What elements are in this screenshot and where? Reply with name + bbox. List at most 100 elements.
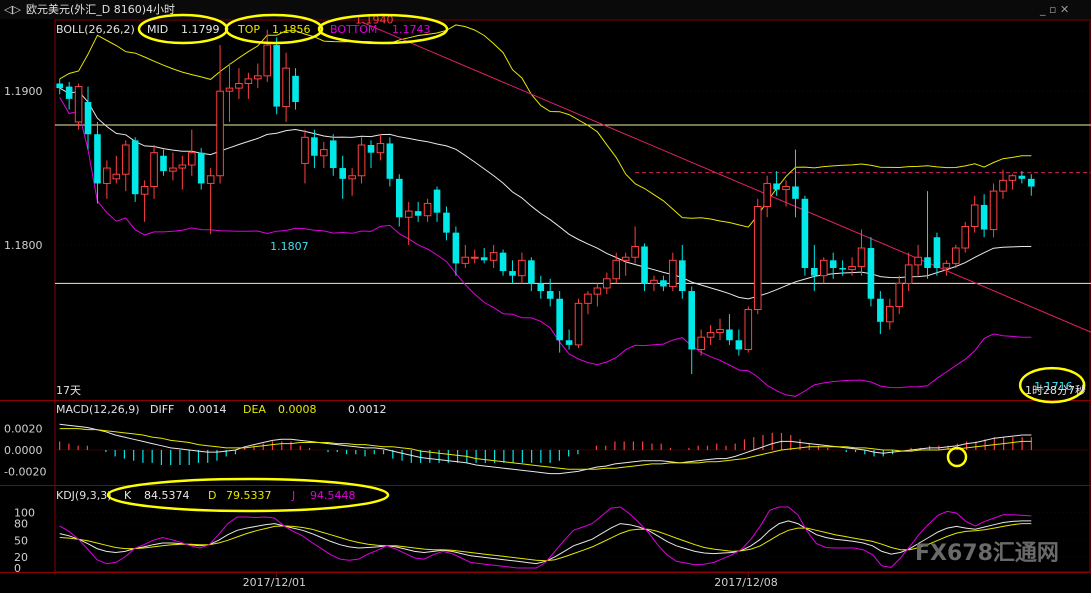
kdj-highlight: [106, 477, 390, 513]
candle-body: [84, 101, 92, 135]
candle-body: [414, 211, 422, 216]
bottom-value: 1.1743: [392, 23, 431, 36]
candle-body: [443, 212, 450, 233]
diff-label: DIFF: [150, 403, 174, 416]
candle-body: [942, 262, 951, 269]
kdj-tick-label: 0: [14, 562, 21, 575]
macd-label: MACD(12,26,9): [56, 403, 140, 416]
candle-body: [489, 252, 498, 261]
candle-body: [225, 87, 234, 92]
candle-body: [216, 90, 224, 177]
candle-body: [763, 182, 771, 207]
candle-body: [801, 198, 809, 268]
diff-value: 0.0014: [188, 403, 227, 416]
candle-body: [999, 179, 1007, 192]
candle-body: [160, 155, 167, 172]
d-label: D: [208, 489, 216, 502]
bottom-label: BOTTOM: [330, 23, 377, 36]
candle-body: [94, 134, 101, 184]
kdj-tick-label: 50: [14, 534, 28, 547]
candle-body: [904, 264, 913, 284]
candle-body: [989, 190, 998, 231]
macd-tick-label: 0.0000: [4, 444, 43, 457]
candle-body: [169, 167, 177, 172]
price-tick-label: 1.1800: [4, 239, 43, 252]
price-annotation: 1.1940: [355, 14, 394, 27]
bottom-highlight: [317, 13, 449, 45]
candle-body: [1008, 175, 1017, 181]
candle-body: [433, 189, 441, 213]
candle-body: [584, 293, 592, 304]
candle-body: [716, 329, 724, 334]
top-value: 1.1856: [272, 23, 311, 36]
candle-body: [348, 175, 356, 180]
kdj-tick-label: 100: [14, 507, 35, 520]
low-highlight: [1018, 366, 1086, 404]
j-value: 94.5448: [310, 489, 356, 502]
candle-body: [65, 86, 73, 99]
candle-body: [187, 152, 196, 166]
candle-body: [546, 291, 554, 299]
mid-value: 1.1799: [181, 23, 220, 36]
candle-body: [103, 167, 111, 184]
candle-body: [782, 186, 790, 191]
candle-body: [292, 75, 299, 102]
window-controls-icon[interactable]: _ ▫ ✕: [1039, 3, 1069, 16]
candle-body: [753, 206, 762, 311]
candle-body: [480, 257, 488, 261]
candle-body: [452, 232, 460, 264]
candle-body: [773, 183, 780, 190]
top-highlight: [224, 13, 324, 45]
nav-icon[interactable]: ◁▷: [4, 3, 21, 16]
candle-body: [140, 186, 149, 195]
candle-body: [877, 298, 884, 322]
macd-diff-line: [59, 423, 1032, 475]
candle-body: [339, 168, 346, 179]
candle-body: [612, 259, 621, 280]
boll-label: BOLL(26,26,2): [56, 23, 135, 36]
candle-body: [819, 259, 828, 277]
candle-body: [244, 78, 253, 84]
price-panel: 1.19001.18001.19401.18071.17161.18621.18…: [4, 14, 1091, 404]
candle-body: [367, 145, 375, 153]
candle-body: [509, 271, 516, 276]
mid-label: MID: [147, 23, 168, 36]
candle-body: [952, 247, 960, 264]
candle-body: [1018, 175, 1026, 179]
x-tick-label: 2017/12/01: [243, 576, 306, 589]
candle-body: [386, 143, 394, 179]
candle-body: [792, 186, 799, 199]
candle-body: [867, 248, 875, 299]
kdj-tick-label: 80: [14, 518, 28, 531]
candle-body: [121, 144, 130, 175]
candle-body: [603, 278, 611, 289]
macd-tick-label: 0.0020: [4, 423, 43, 436]
candle-body: [593, 287, 602, 295]
candle-body: [74, 86, 83, 123]
candle-body: [735, 340, 743, 350]
price-tick-label: 1.1900: [4, 85, 43, 98]
candle-body: [404, 210, 413, 218]
kdj-j-line: [59, 506, 1032, 569]
candle-body: [537, 283, 545, 292]
candle-body: [697, 336, 705, 350]
x-tick-label: 2017/12/08: [714, 576, 777, 589]
candle-body: [660, 280, 667, 287]
candle-body: [933, 237, 941, 268]
candle-body: [56, 83, 64, 89]
window-title: 欧元美元(外汇_D 8160)4小时: [26, 3, 175, 16]
candle-body: [839, 268, 846, 270]
macd-tick-label: -0.0020: [4, 465, 46, 478]
candle-body: [311, 137, 318, 156]
candle-body: [470, 256, 479, 259]
kdj-k-line: [59, 520, 1032, 565]
price-annotation: 1.1716: [1034, 380, 1073, 393]
candle-body: [263, 44, 272, 77]
kdj-label: KDJ(9,3,3): [56, 489, 112, 502]
candle-body: [631, 245, 639, 258]
j-label: J: [291, 489, 295, 502]
candle-body: [518, 259, 526, 277]
